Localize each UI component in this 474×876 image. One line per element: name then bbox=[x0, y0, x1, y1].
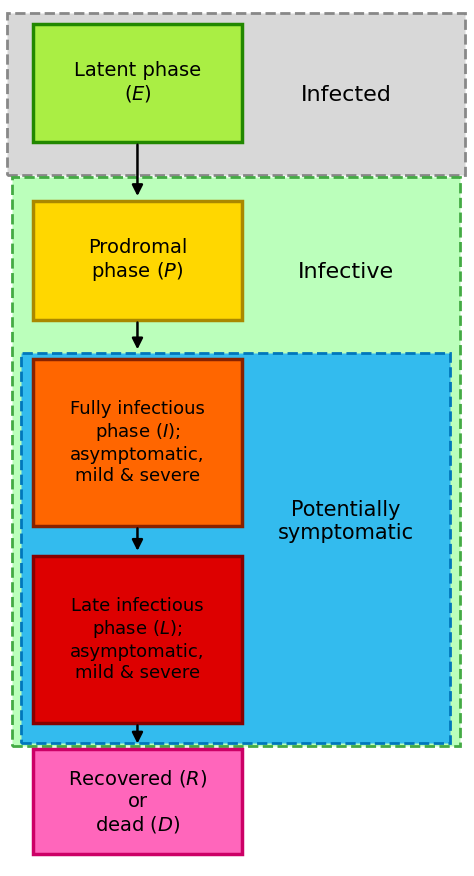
FancyBboxPatch shape bbox=[21, 353, 450, 743]
Text: Late infectious
phase ($L$);
asymptomatic,
mild & severe: Late infectious phase ($L$); asymptomati… bbox=[70, 597, 205, 682]
FancyBboxPatch shape bbox=[33, 24, 242, 142]
Text: Infected: Infected bbox=[301, 85, 392, 104]
Text: Potentially
symptomatic: Potentially symptomatic bbox=[278, 499, 414, 543]
FancyBboxPatch shape bbox=[33, 556, 242, 723]
Text: Recovered ($R$)
or
dead ($D$): Recovered ($R$) or dead ($D$) bbox=[68, 768, 207, 835]
FancyBboxPatch shape bbox=[7, 13, 465, 175]
FancyBboxPatch shape bbox=[33, 749, 242, 854]
Text: Prodromal
phase ($P$): Prodromal phase ($P$) bbox=[88, 238, 187, 283]
FancyBboxPatch shape bbox=[33, 201, 242, 320]
Text: Fully infectious
phase ($I$);
asymptomatic,
mild & severe: Fully infectious phase ($I$); asymptomat… bbox=[70, 400, 205, 484]
FancyBboxPatch shape bbox=[12, 177, 460, 746]
Text: Infective: Infective bbox=[298, 262, 394, 281]
Text: Latent phase
($E$): Latent phase ($E$) bbox=[74, 61, 201, 104]
FancyBboxPatch shape bbox=[33, 359, 242, 526]
